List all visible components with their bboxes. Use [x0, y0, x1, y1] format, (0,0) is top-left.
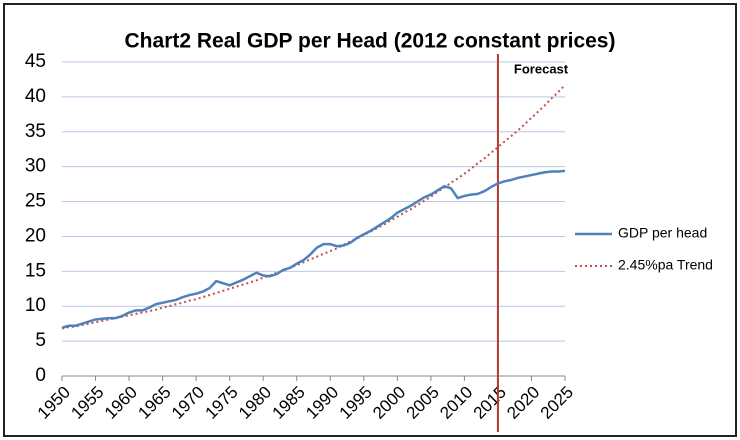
series-line	[61, 169, 566, 330]
y-tick-label: 15	[25, 260, 46, 281]
chart-title: Chart2 Real GDP per Head (2012 constant …	[125, 30, 616, 53]
legend-label: 2.45%pa Trend	[618, 257, 713, 273]
y-tick-label: 35	[25, 121, 46, 142]
y-tick-label: 30	[25, 156, 46, 177]
series-line	[61, 84, 566, 330]
y-tick-label: 5	[35, 330, 46, 351]
y-tick-label: 0	[35, 365, 46, 386]
y-tick-label: 20	[25, 225, 46, 246]
frame	[3, 3, 737, 437]
y-tick-label: 25	[25, 191, 46, 212]
y-tick-label: 45	[25, 51, 46, 72]
legend-label: GDP per head	[618, 225, 707, 241]
y-tick-label: 10	[25, 295, 46, 316]
y-tick-label: 40	[25, 86, 46, 107]
annotation: Forecast	[514, 61, 569, 76]
